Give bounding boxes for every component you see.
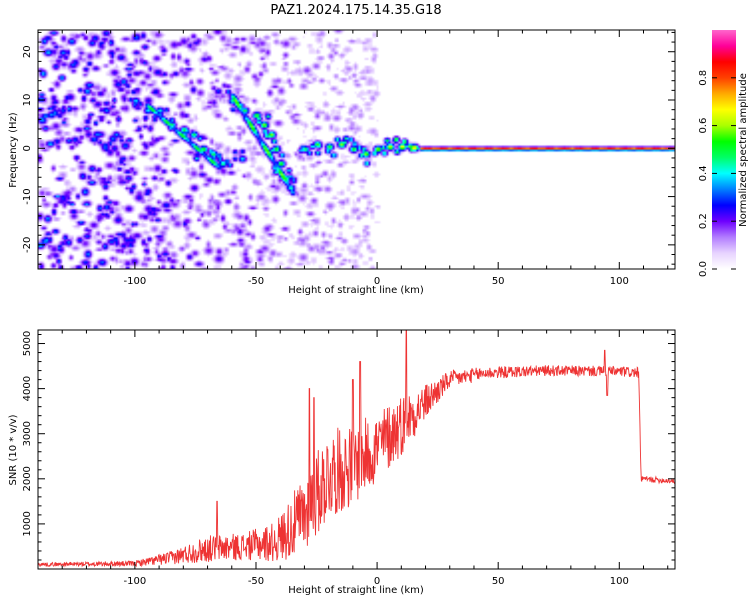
snr-y-tick-label: 5000 xyxy=(22,331,33,356)
spectrogram-y-tick-label: -20 xyxy=(22,237,33,253)
spectrogram-x-tick-label: -100 xyxy=(124,276,147,287)
figure-title: PAZ1.2024.175.14.35.G18 xyxy=(270,3,441,18)
spectrogram-y-axis-label: Frequency (Hz) xyxy=(8,112,19,188)
colorbar-tick-label: 0.0 xyxy=(698,261,709,277)
spectrogram-x-tick-label: -50 xyxy=(248,276,264,287)
snr-y-tick-label: 3000 xyxy=(22,421,33,446)
spectrogram-x-tick-label: 0 xyxy=(374,276,380,287)
snr-ticks: -100 -50 0 50 100 1000 2000 3000 4000 5000 xyxy=(22,330,675,587)
snr-x-tick-label: 50 xyxy=(492,576,505,587)
spectrogram-y-tick-label: 0 xyxy=(22,145,33,151)
colorbar-tick-label: 0.4 xyxy=(698,165,709,181)
snr-x-axis-label: Height of straight line (km) xyxy=(288,585,424,596)
spectrogram-x-tick-label: 50 xyxy=(492,276,505,287)
snr-x-tick-label: -100 xyxy=(124,576,147,587)
colorbar-ticks: 0.0 0.2 0.4 0.6 0.8 xyxy=(698,70,736,277)
spectrogram-heatmap xyxy=(38,30,675,269)
colorbar-label: Normalized spectral amplitude xyxy=(738,73,749,227)
spectrogram-x-axis-label: Height of straight line (km) xyxy=(288,285,424,296)
snr-y-axis-label: SNR (10 * v/v) xyxy=(8,414,19,485)
colorbar: 0.0 0.2 0.4 0.6 0.8 Normalized spectral ampl… xyxy=(698,30,749,277)
snr-x-tick-label: 100 xyxy=(610,576,629,587)
colorbar-tick-label: 0.2 xyxy=(698,213,709,229)
snr-y-tick-label: 2000 xyxy=(22,466,33,491)
colorbar-gradient xyxy=(712,30,736,269)
snr-y-tick-label: 4000 xyxy=(22,376,33,401)
spectrogram-frame xyxy=(37,29,676,270)
colorbar-tick-label: 0.8 xyxy=(698,70,709,86)
snr-x-tick-label: -50 xyxy=(248,576,264,587)
snr-x-tick-label: 0 xyxy=(374,576,380,587)
snr-panel: -100 -50 0 50 100 1000 2000 3000 4000 5000 Height… xyxy=(8,329,676,596)
snr-series-line xyxy=(38,330,675,568)
spectrogram-y-tick-label: 10 xyxy=(22,94,33,107)
spectrogram-y-tick-label: -10 xyxy=(22,188,33,204)
snr-y-tick-label: 1000 xyxy=(22,511,33,536)
colorbar-tick-label: 0.6 xyxy=(698,118,709,134)
spectrogram-y-tick-label: 20 xyxy=(22,45,33,58)
snr-frame xyxy=(37,329,676,570)
spectrogram-x-tick-label: 100 xyxy=(610,276,629,287)
